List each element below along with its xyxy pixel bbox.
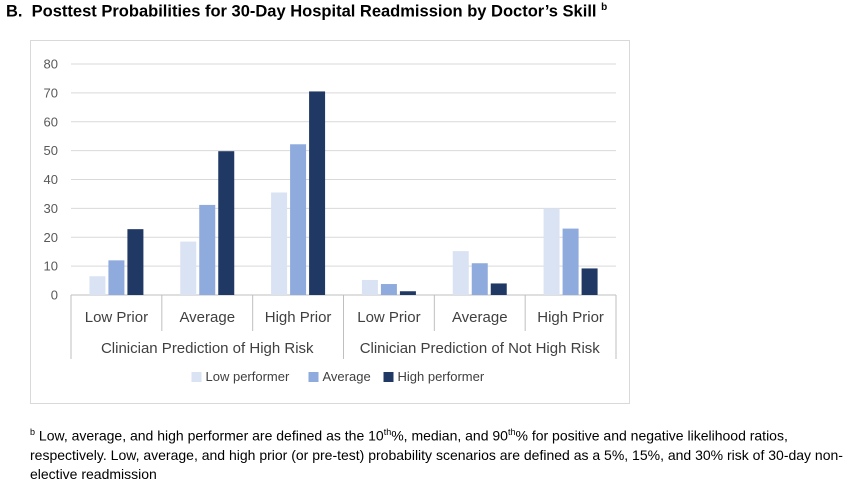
bar-high-performer xyxy=(309,91,326,296)
x-category-label: Average xyxy=(179,309,235,326)
legend-label: Low performer xyxy=(206,369,290,384)
bar-low-performer xyxy=(271,192,288,295)
bar-average xyxy=(199,204,216,295)
footnote: b Low, average, and high performer are d… xyxy=(30,423,860,484)
legend-label: High performer xyxy=(398,369,485,384)
x-category-label: Low Prior xyxy=(85,309,148,326)
footnote-text-2: %, median, and 90 xyxy=(391,427,508,444)
bar-low-performer xyxy=(543,208,560,295)
bar-average xyxy=(471,263,488,295)
x-category-label: Low Prior xyxy=(357,309,420,326)
chart-area: 0 10 20 30 40 50 60 70 80 Low Prior Average High Pr… xyxy=(30,40,630,404)
y-tick-label: 0 xyxy=(51,288,58,303)
legend-swatch xyxy=(308,372,319,382)
footnote-text-1: Low, average, and high performer are def… xyxy=(38,427,384,444)
bar-average xyxy=(380,284,397,295)
title-text: Posttest Probabilities for 30-Day Hospit… xyxy=(31,2,597,21)
bar-high-performer xyxy=(399,291,416,295)
bar-high-performer xyxy=(127,229,144,295)
bar-low-performer xyxy=(361,279,378,295)
x-group-label: Clinician Prediction of High Risk xyxy=(101,340,314,357)
bar-average xyxy=(562,228,579,295)
legend-swatch xyxy=(383,372,394,382)
x-category-label: High Prior xyxy=(265,309,332,326)
bar-high-performer xyxy=(218,151,235,295)
bar-low-performer xyxy=(452,251,469,295)
y-tick-label: 30 xyxy=(44,201,58,216)
x-category-label: High Prior xyxy=(537,309,604,326)
y-tick-label: 70 xyxy=(44,85,58,100)
bar-average xyxy=(108,260,125,295)
x-group-label: Clinician Prediction of Not High Risk xyxy=(360,340,601,357)
bar-high-performer xyxy=(581,268,598,295)
bar-average xyxy=(290,144,307,295)
y-tick-label: 40 xyxy=(44,172,58,187)
bar-chart: 0 10 20 30 40 50 60 70 80 Low Prior Average High Pr… xyxy=(44,57,617,384)
bar-high-performer xyxy=(490,283,507,295)
bar-low-performer xyxy=(180,241,197,295)
title-prefix: B. xyxy=(6,2,23,21)
y-tick-label: 20 xyxy=(44,230,58,245)
title-footnote-marker: b xyxy=(601,2,608,13)
footnote-sup-1: th xyxy=(383,427,392,437)
y-tick-label: 50 xyxy=(44,143,58,158)
footnote-marker: b xyxy=(30,427,36,437)
x-category-label: Average xyxy=(452,309,508,326)
bar-low-performer xyxy=(89,276,106,295)
footnote-sup-2: th xyxy=(507,427,516,437)
legend-swatch xyxy=(191,372,202,382)
footnote-text-3: % for positive and negative likelihood r… xyxy=(30,427,843,482)
y-tick-label: 80 xyxy=(44,57,58,72)
legend-label: Average xyxy=(323,369,371,384)
y-tick-label: 10 xyxy=(44,259,58,274)
y-tick-label: 60 xyxy=(44,114,58,129)
chart-title: B. Posttest Probabilities for 30-Day Hos… xyxy=(6,2,607,22)
